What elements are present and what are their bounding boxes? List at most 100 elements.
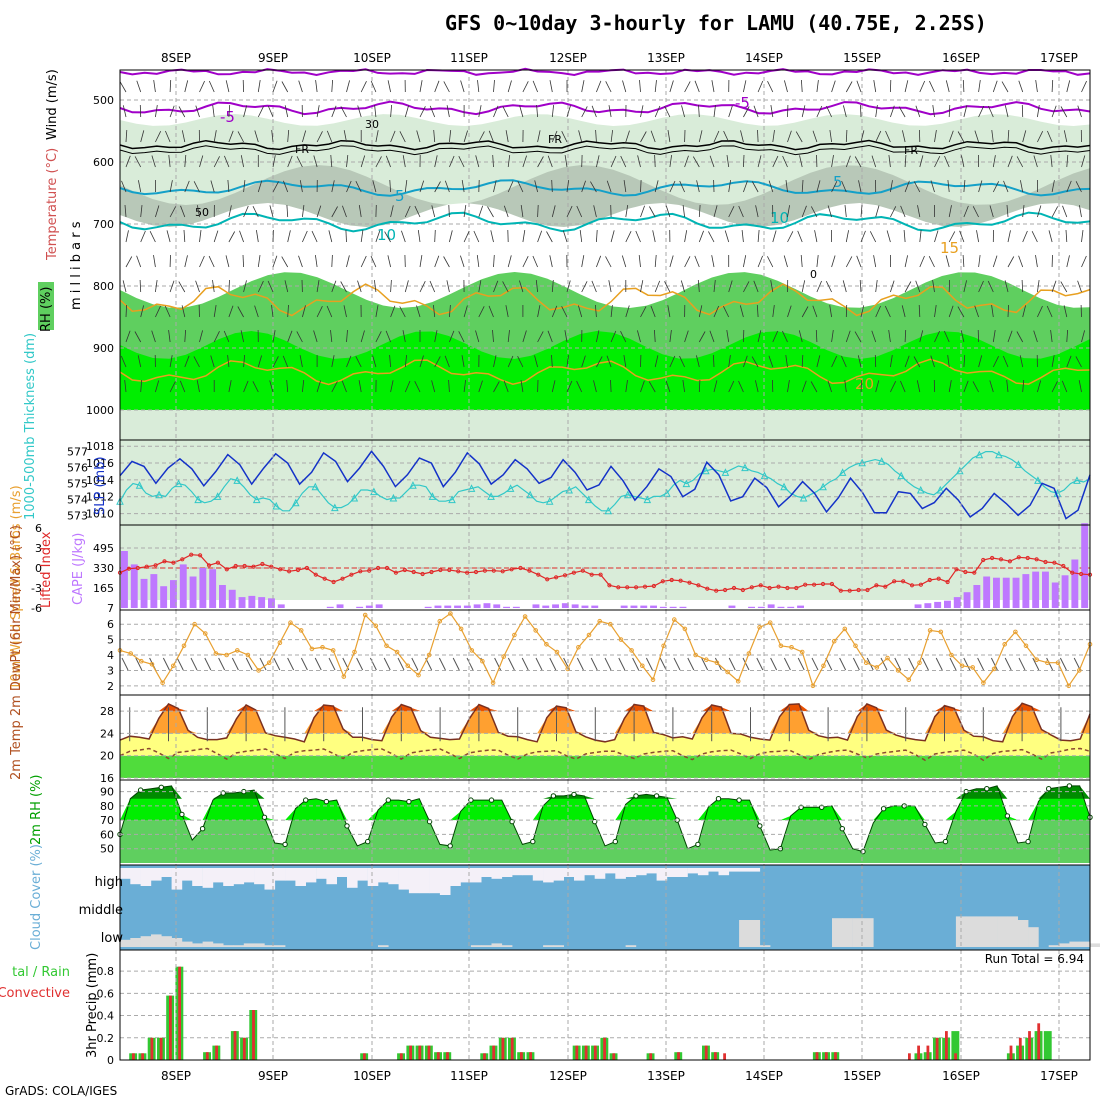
wind-barb	[901, 305, 906, 318]
rh-point	[860, 848, 866, 855]
wind-barb	[743, 80, 747, 93]
footer-credit: GrADS: COLA/IGES	[5, 1084, 117, 1098]
rh-fill-light	[120, 785, 1090, 863]
wind-barb	[1016, 331, 1024, 343]
wind-barb	[1079, 205, 1082, 218]
wind-barb	[493, 180, 497, 193]
li-point	[803, 582, 808, 587]
wind-barb	[845, 330, 851, 343]
wind-speed-point	[437, 618, 443, 624]
wind-barb	[919, 80, 926, 93]
wind-barb	[812, 305, 818, 318]
rh-point	[1025, 838, 1031, 845]
wind-barb	[240, 155, 244, 168]
precip-conv-bar	[233, 1031, 237, 1060]
wind-speed-point	[203, 631, 208, 636]
wind-barb	[419, 281, 426, 293]
xs-tick-label: 1000	[86, 404, 114, 417]
wind-barb	[1051, 381, 1058, 393]
wind-barb	[522, 155, 527, 168]
surface-wind-barb	[273, 657, 281, 671]
wind-speed-point	[704, 657, 709, 663]
wind-speed-point	[895, 668, 901, 673]
wind-barb	[992, 80, 998, 93]
wind-barb	[845, 230, 849, 243]
wind-barb	[1066, 180, 1072, 193]
wind-barb	[122, 280, 127, 293]
surface-wind-barb	[245, 657, 253, 671]
wind-barb	[1048, 230, 1053, 243]
thickness-point	[331, 503, 339, 512]
cape-tick-zero: 7	[107, 602, 114, 615]
wind-barb	[1020, 180, 1024, 193]
wind-barb	[208, 80, 215, 93]
cape-bar	[219, 585, 226, 608]
wind-barb	[875, 305, 881, 318]
wind-barb	[419, 355, 424, 368]
wind-barb	[125, 129, 128, 143]
slp-axis-label: SLP (mb)	[93, 456, 108, 515]
wind-barb	[195, 280, 200, 293]
temp-tick-label: 16	[100, 772, 114, 785]
wind-barb	[1050, 330, 1053, 343]
rh-tick-label: 80	[100, 800, 114, 813]
wind-barb	[374, 105, 377, 118]
wind-barb	[502, 281, 509, 293]
wind-barb	[252, 206, 259, 218]
cloud-low-bar	[212, 943, 224, 947]
wind-barb	[537, 156, 544, 168]
thickness-point	[506, 484, 515, 492]
cape-bar	[483, 603, 491, 608]
cape-bar	[728, 605, 736, 608]
slp-series	[119, 450, 1091, 520]
li-point	[687, 580, 692, 585]
wind-barb	[475, 155, 480, 168]
thickness-point	[233, 476, 241, 484]
li-point	[206, 563, 212, 568]
wind-speed-point	[235, 648, 240, 653]
cape-bar	[630, 605, 638, 608]
wind-barb	[357, 280, 362, 293]
wind-barb	[140, 205, 143, 218]
wind-barb	[346, 355, 352, 368]
wind-barb	[1051, 79, 1054, 93]
wind-axis-label: 10m Wind Speed & Barbs (m/s)	[9, 485, 24, 690]
wind-barb	[903, 229, 906, 243]
wind-barb	[610, 305, 613, 318]
wind-speed-point	[266, 660, 272, 666]
wind-barb	[757, 229, 760, 243]
cloud-low-bar	[233, 945, 245, 947]
wind-barb	[581, 281, 588, 293]
wind-speed-point	[618, 637, 624, 642]
surface-wind-barb	[521, 657, 529, 671]
li-point	[651, 583, 657, 589]
wind-barb	[772, 305, 775, 318]
li-point	[162, 559, 167, 564]
wind-barb	[680, 280, 685, 293]
wind-barb	[331, 105, 337, 118]
li-point	[705, 586, 710, 591]
wind-barb	[416, 130, 421, 143]
wind-speed-point	[448, 611, 453, 616]
wind-barb	[271, 305, 274, 318]
wind-barb	[728, 380, 735, 393]
wind-speed-point	[341, 674, 347, 679]
wind-barb	[992, 155, 996, 168]
surface-wind-barb	[921, 657, 929, 671]
xs-tick-label: 800	[93, 280, 114, 293]
wind-barb	[254, 130, 259, 143]
wind-speed-point	[373, 623, 379, 629]
wind-barb	[625, 380, 628, 393]
wind-barb	[723, 306, 730, 318]
wind-barb	[331, 280, 337, 293]
li-point	[909, 583, 915, 588]
li-point	[500, 569, 505, 574]
wind-barb	[326, 130, 333, 143]
cloud-high-bar	[646, 868, 657, 874]
wind-barb	[551, 105, 554, 118]
wind-barb	[566, 380, 573, 393]
li-point	[536, 572, 541, 577]
wind-barb	[434, 356, 441, 368]
wind-barb	[316, 131, 323, 143]
li-tick-label: -3	[31, 582, 42, 595]
